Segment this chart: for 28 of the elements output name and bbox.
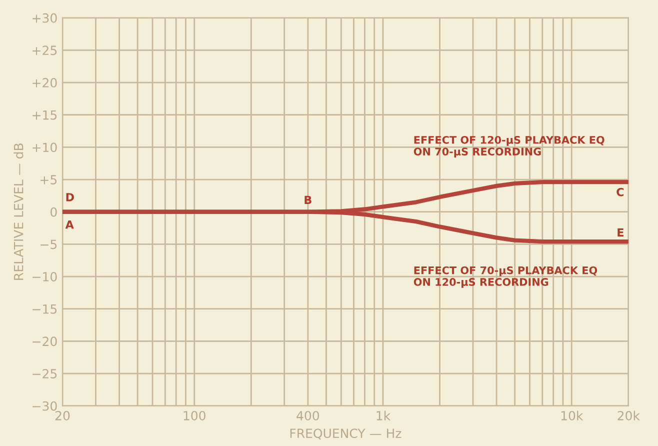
- y-tick-label: −25: [32, 368, 57, 378]
- annotation: B: [304, 196, 312, 204]
- x-tick-label: 1k: [376, 410, 391, 420]
- y-tick-label: +20: [32, 78, 57, 88]
- annotation: C: [616, 188, 624, 196]
- annotation: EFFECT OF 120-μS PLAYBACK EQ ON 70-μS RECORDING: [414, 136, 604, 158]
- y-tick-label: +10: [32, 142, 57, 152]
- y-axis-title: RELATIVE LEVEL — dB: [14, 144, 24, 280]
- x-tick-label: 20: [55, 410, 70, 420]
- y-tick-label: −10: [32, 272, 57, 282]
- y-tick-label: −15: [32, 304, 57, 314]
- x-axis-title: FREQUENCY — Hz: [290, 428, 402, 440]
- y-tick-label: 0: [50, 207, 57, 217]
- x-tick-label: 20k: [618, 410, 640, 420]
- y-tick-label: −5: [40, 240, 57, 250]
- y-tick-label: −20: [32, 336, 57, 346]
- annotation: E: [618, 228, 624, 237]
- annotation: D: [66, 193, 74, 202]
- y-tick-label: +30: [32, 13, 57, 23]
- x-tick-label: 10k: [561, 410, 584, 420]
- x-tick-label: 100: [184, 410, 206, 420]
- x-tick-label: 400: [296, 410, 320, 420]
- y-tick-label: −30: [32, 401, 57, 411]
- annotation: EFFECT OF 70-μS PLAYBACK EQ ON 120-μS RECORDING: [414, 266, 598, 288]
- annotation: A: [65, 220, 74, 229]
- y-tick-label: +15: [32, 110, 57, 120]
- y-tick-label: +5: [40, 175, 57, 184]
- y-tick-label: +25: [32, 46, 57, 56]
